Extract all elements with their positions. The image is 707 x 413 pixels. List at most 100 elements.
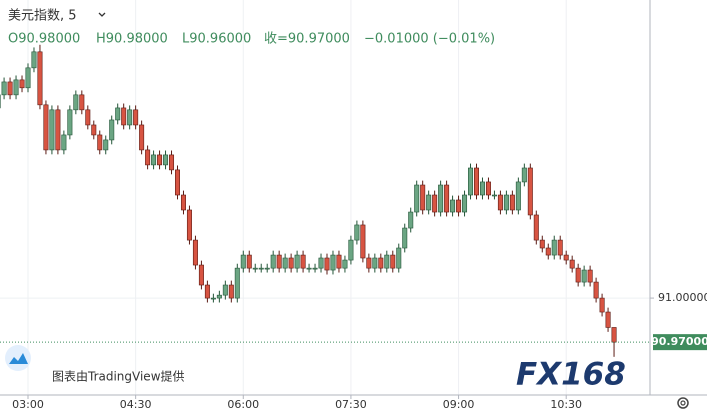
candle-body — [204, 284, 210, 299]
candle-body — [109, 119, 115, 141]
candle-body — [270, 254, 276, 269]
ohlc-low: L90.96000 — [182, 32, 251, 47]
settings-icon[interactable] — [677, 397, 689, 409]
candle-body — [252, 267, 258, 270]
candle-body — [521, 167, 527, 183]
candle-body — [336, 254, 342, 269]
candle-body — [372, 257, 378, 269]
candle-body — [533, 214, 539, 241]
candle-body — [25, 67, 31, 89]
candle-body — [294, 254, 300, 269]
candle-body — [67, 109, 73, 136]
candle-body — [545, 247, 551, 256]
candle-body — [503, 194, 509, 211]
candle-body — [210, 297, 216, 300]
candle-body — [426, 194, 432, 211]
symbol: 美元指数, 5 — [8, 9, 77, 24]
candle-body — [31, 51, 37, 69]
candle-body — [79, 94, 85, 111]
candle-body — [408, 211, 414, 229]
candle-body — [276, 254, 282, 269]
candle-body — [49, 109, 55, 151]
candle-body — [55, 109, 61, 151]
candle-body — [324, 257, 330, 271]
x-tick-label: 10:30 — [550, 398, 582, 411]
x-tick-label: 03:00 — [12, 398, 44, 411]
candle-body — [348, 239, 354, 261]
candle-body — [157, 154, 163, 166]
candle-body — [354, 224, 360, 241]
candle-body — [228, 284, 234, 299]
candle-body — [575, 267, 581, 283]
candle-body — [222, 284, 228, 296]
x-tick-label: 07:30 — [335, 398, 367, 411]
candle-body — [198, 264, 204, 286]
ohlc-high: H90.98000 — [96, 32, 168, 47]
candle-body — [414, 184, 420, 213]
last-price-label: 90.97000 — [651, 335, 707, 348]
candle-body — [396, 247, 402, 269]
candle-body — [456, 199, 462, 213]
candle-body — [121, 107, 127, 126]
watermark-logo: FX168 — [516, 357, 626, 393]
candle-body — [551, 239, 557, 256]
candle-body — [420, 184, 426, 211]
y-tick-label: 91.00000 — [658, 291, 707, 304]
candle-body — [444, 184, 450, 213]
candle-body — [312, 267, 318, 270]
candle-body — [330, 254, 336, 271]
candle-body — [13, 79, 19, 96]
candle-body — [186, 209, 192, 241]
candle-body — [97, 134, 103, 151]
candle-body — [485, 181, 491, 196]
candle-body — [515, 181, 521, 211]
candle-body — [569, 259, 575, 269]
candle-body — [378, 257, 384, 269]
ohlc-open: O90.98000 — [8, 32, 80, 47]
candle-body — [479, 181, 485, 196]
ohlc-close: 收=90.97000 — [264, 32, 350, 47]
x-tick-label: 04:30 — [120, 398, 152, 411]
candle-body — [384, 254, 390, 269]
candle-body — [402, 227, 408, 249]
candle-body — [473, 167, 479, 196]
candle-body — [192, 239, 198, 266]
candle-body — [557, 239, 563, 256]
candle-body — [599, 297, 605, 313]
x-tick-label: 09:00 — [443, 398, 475, 411]
candle-body — [61, 134, 67, 151]
attribution[interactable]: 图表由TradingView提供 — [52, 369, 185, 384]
candle-body — [73, 94, 79, 111]
tradingview-badge[interactable] — [5, 345, 31, 371]
candle-body — [37, 51, 43, 106]
candle-body — [240, 254, 246, 269]
candle-body — [264, 267, 270, 270]
candle-body — [509, 194, 515, 211]
candle-body — [432, 194, 438, 213]
candle-body — [169, 154, 175, 171]
tradingview-icon — [9, 353, 28, 364]
candle-body — [497, 194, 503, 211]
candle-body — [593, 281, 599, 299]
candle-body — [300, 254, 306, 269]
candle-body — [288, 257, 294, 269]
candle-body — [390, 254, 396, 269]
candle-body — [127, 109, 133, 126]
candle-body — [366, 257, 372, 269]
candle-body — [539, 239, 545, 249]
candle-body — [91, 124, 97, 136]
candle-body — [234, 267, 240, 299]
candle-body — [438, 184, 444, 213]
candles — [0, 44, 650, 357]
candle-body — [563, 254, 569, 261]
candle-body — [605, 311, 611, 328]
candle-body — [85, 109, 91, 126]
symbol-chevron[interactable] — [98, 12, 106, 17]
candle-body — [133, 109, 139, 126]
candle-body — [19, 79, 25, 89]
candle-body — [7, 81, 13, 96]
candle-body — [342, 259, 348, 269]
candle-body — [258, 267, 264, 270]
candle-body — [103, 139, 109, 151]
